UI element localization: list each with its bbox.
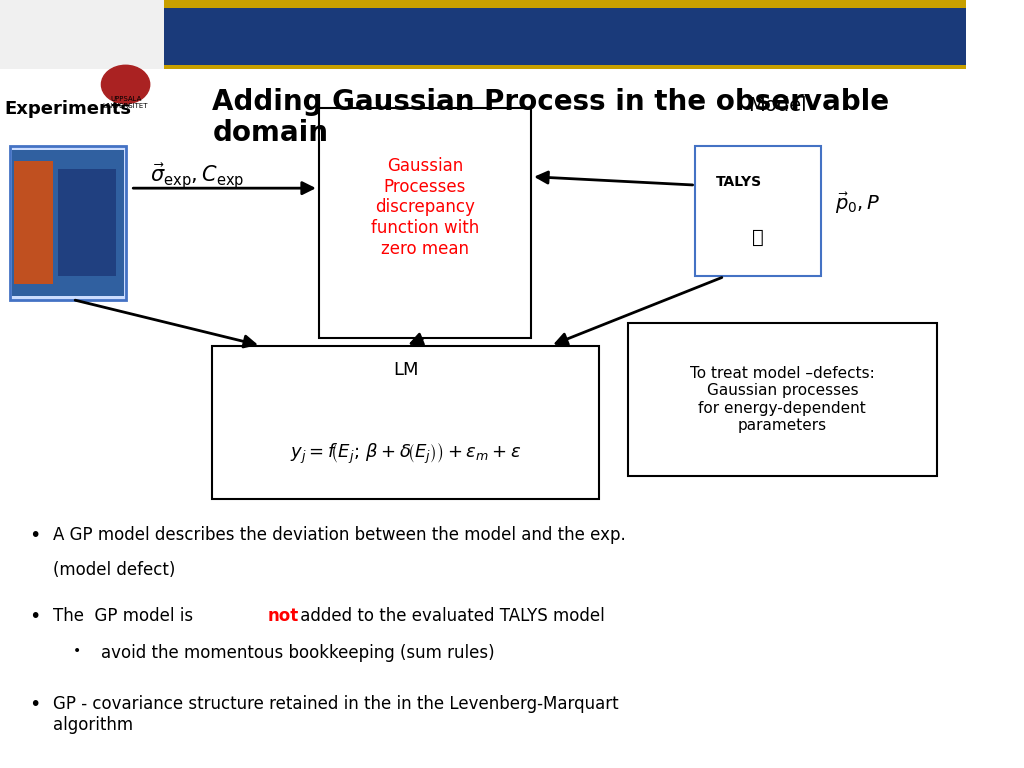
Text: avoid the momentous bookkeeping (sum rules): avoid the momentous bookkeeping (sum rul… [101, 644, 495, 661]
Text: TALYS: TALYS [716, 175, 762, 190]
Text: added to the evaluated TALYS model: added to the evaluated TALYS model [295, 607, 604, 624]
FancyBboxPatch shape [9, 146, 126, 300]
Text: •: • [29, 526, 40, 545]
Text: Gaussian
Processes
discrepancy
function with
zero mean: Gaussian Processes discrepancy function … [371, 157, 479, 258]
Text: (model defect): (model defect) [53, 561, 175, 578]
Text: domain: domain [213, 119, 329, 147]
Text: Model: Model [749, 96, 807, 115]
Bar [11, 150, 124, 296]
Text: not: not [267, 607, 299, 624]
FancyBboxPatch shape [695, 146, 821, 276]
Bar [0, 0, 966, 69]
Text: LM: LM [393, 361, 419, 379]
Text: •: • [73, 644, 81, 657]
Text: GP - covariance structure retained in the in the Levenberg-Marquart
algorithm: GP - covariance structure retained in th… [53, 695, 618, 734]
Text: •: • [29, 607, 40, 626]
Text: Adding Gaussian Process in the observable: Adding Gaussian Process in the observabl… [213, 88, 890, 116]
Bar [58, 169, 116, 276]
Text: A GP model describes the deviation between the model and the exp.: A GP model describes the deviation betwe… [53, 526, 626, 544]
Bar [0, 0, 164, 69]
Text: $\vec{\sigma}_{\mathrm{exp}}, C_{\mathrm{exp}}$: $\vec{\sigma}_{\mathrm{exp}}, C_{\mathrm… [150, 162, 244, 191]
Text: Experiments: Experiments [5, 100, 132, 118]
Bar [14, 161, 53, 284]
Text: $\vec{p}_0, P$: $\vec{p}_0, P$ [836, 191, 881, 216]
Text: $y_j = f\!\left(E_j;\,\beta + \delta\!\left(E_j\right)\right) + \varepsilon_m + : $y_j = f\!\left(E_j;\,\beta + \delta\!\l… [290, 440, 521, 466]
Text: To treat model –defects:
Gaussian processes
for energy-dependent
parameters: To treat model –defects: Gaussian proces… [690, 366, 874, 433]
Text: UPPSALA
UNIVERSITET: UPPSALA UNIVERSITET [102, 96, 148, 109]
FancyBboxPatch shape [628, 323, 937, 476]
Circle shape [101, 65, 150, 104]
Text: The  GP model is: The GP model is [53, 607, 199, 624]
Text: 🦆: 🦆 [753, 228, 764, 247]
FancyBboxPatch shape [213, 346, 599, 499]
FancyBboxPatch shape [318, 108, 531, 338]
Text: •: • [29, 695, 40, 714]
Bar [164, 8, 966, 65]
